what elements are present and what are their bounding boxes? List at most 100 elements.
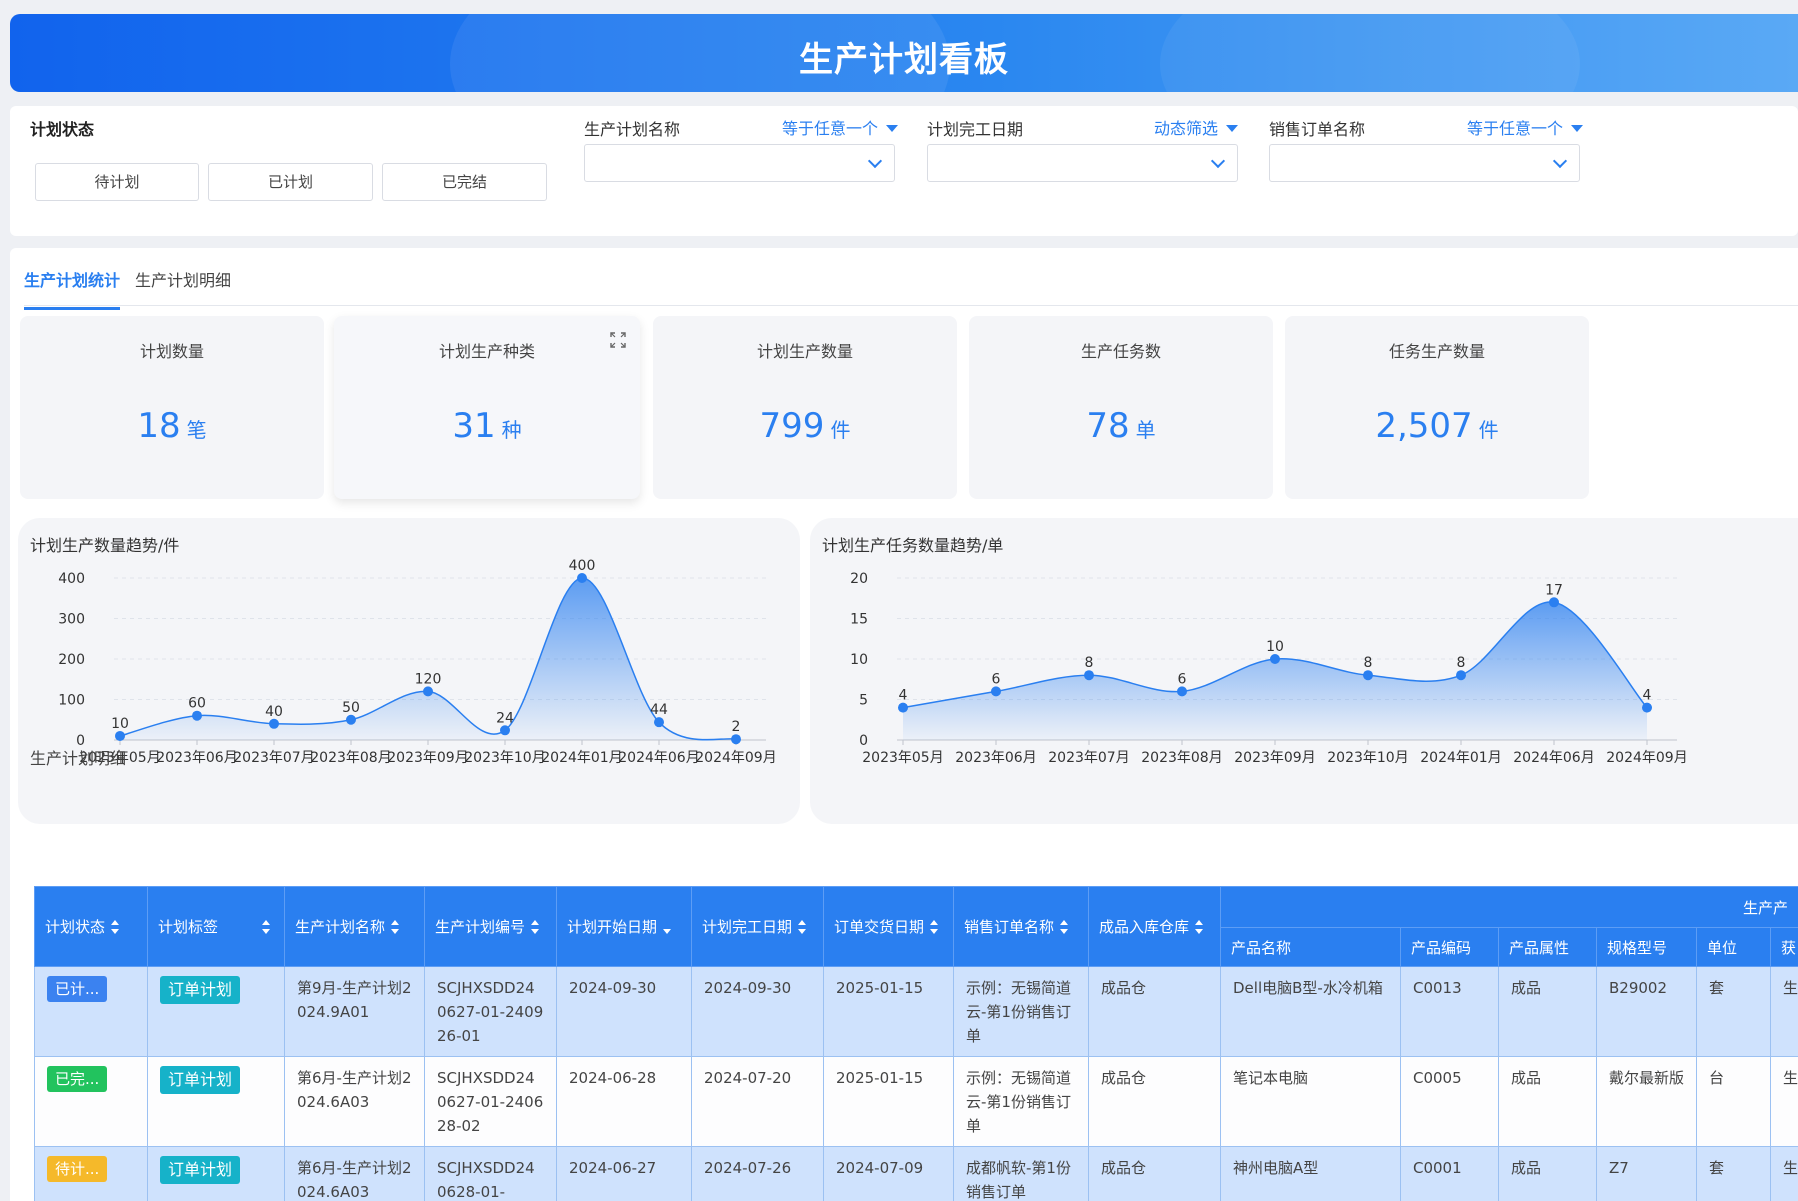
cell-unit: 套	[1696, 1146, 1771, 1201]
data-label: 40	[265, 704, 283, 720]
kpi-title: 生产任务数	[1080, 342, 1161, 361]
cell-plan-name: 第6月-生产计划2024.6A03	[284, 1056, 425, 1147]
finish-date-operator-label: 动态筛选	[1154, 119, 1219, 138]
cell-warehouse: 成品仓	[1088, 1146, 1221, 1201]
sort-icon[interactable]	[262, 920, 271, 934]
kpi-card-plan-count: 计划数量 18 笔	[20, 316, 324, 499]
column-header-sales-order[interactable]: 销售订单名称	[953, 886, 1089, 967]
kpi-title: 计划数量	[139, 342, 204, 361]
y-tick-label: 15	[850, 612, 868, 628]
cell-delivery-date: 2024-07-09	[823, 1146, 954, 1201]
column-header-finish-date[interactable]: 计划完工日期	[691, 886, 824, 967]
data-label: 10	[111, 716, 129, 732]
tab-bar: 生产计划统计 生产计划明细	[24, 248, 1798, 310]
status-badge: 已计...	[47, 976, 108, 1002]
table-row[interactable]: 待计... 订单计划 第6月-生产计划2024.6A03 SCJHXSDD240…	[34, 1146, 1798, 1201]
data-point	[1177, 686, 1187, 697]
y-tick-label: 20	[850, 571, 868, 587]
sort-icon[interactable]	[930, 920, 939, 934]
column-header-tag[interactable]: 计划标签	[147, 886, 285, 967]
tab-plan-statistics[interactable]: 生产计划统计	[24, 267, 121, 310]
column-header-label: 计划标签	[158, 918, 219, 936]
data-point	[898, 702, 908, 713]
column-header-plan-code[interactable]: 生产计划编号	[424, 886, 557, 967]
data-point	[1363, 670, 1373, 681]
chart-task-count-svg: 0 5 10 15 20 2023年05月 2023年06月 2023年07月 2023年08月…	[850, 571, 1688, 766]
cell-product-name: Dell电脑B型-水冷机箱	[1220, 966, 1401, 1057]
sort-icon[interactable]	[531, 920, 540, 934]
sort-icon[interactable]	[798, 920, 807, 934]
cell-extra: 生	[1769, 1146, 1798, 1201]
caret-down-icon	[886, 125, 899, 132]
kpi-value: 78	[1086, 406, 1130, 446]
series-line	[119, 577, 737, 741]
sales-order-select[interactable]	[1269, 144, 1580, 182]
x-tick-label: 2024年09月	[1606, 750, 1687, 766]
cell-product-attr: 成品	[1498, 1146, 1597, 1201]
data-point	[1270, 654, 1280, 664]
x-tick-label: 2023年08月	[1141, 750, 1222, 766]
column-header-extra[interactable]: 获	[1769, 927, 1798, 967]
data-point	[577, 573, 587, 583]
status-button-pending[interactable]: 待计划	[35, 163, 199, 201]
chart-title: 计划生产任务数量趋势/单	[822, 536, 1004, 555]
chevron-down-icon	[867, 153, 883, 169]
x-tick-label: 2023年09月	[387, 750, 468, 766]
cell-start-date: 2024-09-30	[556, 966, 692, 1057]
chart-plan-quantity-trend: 计划生产数量趋势/件 0 100 200 300 400 2023年05月 2023年06月…	[18, 518, 800, 824]
x-tick-label: 2023年05月	[79, 750, 160, 766]
data-label: 44	[650, 702, 668, 718]
status-button-closed[interactable]: 已完结	[382, 163, 547, 201]
chevron-down-icon	[1552, 153, 1568, 169]
sort-icon[interactable]	[1195, 920, 1204, 934]
data-label: 8	[1364, 655, 1373, 671]
sales-order-operator[interactable]: 等于任意一个	[1467, 115, 1584, 139]
sort-icon[interactable]	[391, 920, 400, 934]
column-header-warehouse[interactable]: 成品入库仓库	[1088, 886, 1221, 967]
header-banner: 生产计划看板	[10, 14, 1798, 92]
y-tick-label: 10	[850, 652, 868, 668]
cell-plan-name: 第6月-生产计划2024.6A03	[284, 1146, 425, 1201]
column-header-product-code[interactable]: 产品编码	[1400, 927, 1499, 967]
y-tick-label: 5	[859, 693, 868, 709]
x-tick-label: 2023年09月	[1234, 750, 1315, 766]
data-point	[269, 718, 279, 729]
column-header-label: 订单交货日期	[834, 918, 925, 936]
column-header-status[interactable]: 计划状态	[34, 886, 148, 967]
plan-name-operator[interactable]: 等于任意一个	[782, 115, 899, 139]
table-row[interactable]: 已计... 订单计划 第9月-生产计划2024.9A01 SCJHXSDD240…	[34, 966, 1798, 1057]
chart-task-count-trend: 计划生产任务数量趋势/单 0 5 10 15 20 2023年05月 2023年06月 202…	[810, 518, 1798, 824]
column-header-product-name[interactable]: 产品名称	[1220, 927, 1401, 967]
data-label: 8	[1457, 655, 1466, 671]
sort-icon[interactable]	[111, 920, 120, 934]
kpi-value: 31	[452, 406, 496, 446]
data-label: 2	[732, 719, 741, 735]
data-point	[991, 686, 1001, 697]
finish-date-select[interactable]	[927, 144, 1238, 182]
kpi-value-row: 31 种	[334, 406, 640, 446]
data-label: 8	[1085, 655, 1094, 671]
kpi-card-product-types: 计划生产种类 31 种	[334, 316, 640, 499]
kpi-unit: 件	[1478, 418, 1499, 442]
cell-status: 已计...	[34, 966, 148, 1057]
column-header-plan-name[interactable]: 生产计划名称	[284, 886, 425, 967]
sort-desc-icon[interactable]	[663, 920, 672, 934]
cell-spec: Z7	[1596, 1146, 1697, 1201]
column-header-product-attr[interactable]: 产品属性	[1498, 927, 1597, 967]
column-header-unit[interactable]: 单位	[1696, 927, 1771, 967]
table-row[interactable]: 已完... 订单计划 第6月-生产计划2024.6A03 SCJHXSDD240…	[34, 1056, 1798, 1147]
cell-plan-code: SCJHXSDD240627-01-240628-02	[424, 1056, 557, 1147]
column-header-spec[interactable]: 规格型号	[1596, 927, 1697, 967]
kpi-unit: 件	[830, 418, 851, 442]
x-tick-label: 2023年10月	[1327, 750, 1408, 766]
sort-icon[interactable]	[1060, 920, 1069, 934]
tab-plan-details[interactable]: 生产计划明细	[135, 271, 232, 290]
plan-name-select[interactable]	[584, 144, 895, 182]
kpi-unit: 单	[1135, 418, 1156, 442]
status-button-planned[interactable]: 已计划	[208, 163, 373, 201]
column-header-start-date[interactable]: 计划开始日期	[556, 886, 692, 967]
expand-icon[interactable]	[610, 332, 626, 348]
column-header-delivery-date[interactable]: 订单交货日期	[823, 886, 954, 967]
area-fill	[120, 577, 736, 740]
finish-date-operator[interactable]: 动态筛选	[1154, 115, 1239, 139]
